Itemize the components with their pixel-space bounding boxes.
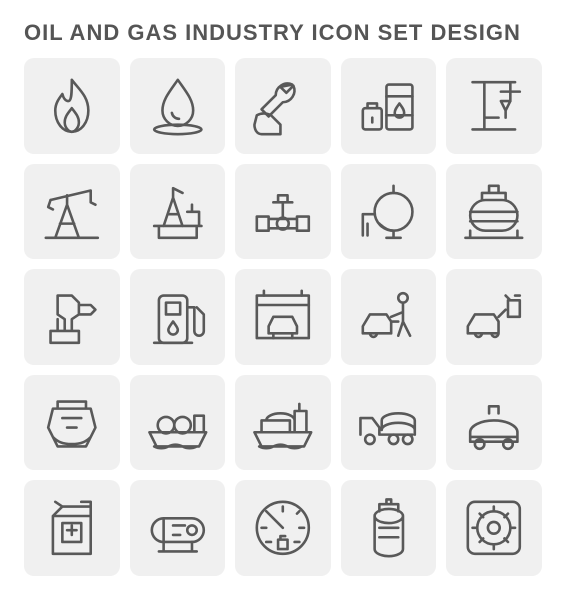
oil-barrel-icon [341, 58, 437, 154]
car-wash-icon [235, 269, 331, 365]
gas-pump-icon [130, 269, 226, 365]
flame-icon [24, 58, 120, 154]
refinery-tank-icon [341, 164, 437, 260]
pump-jack-icon [24, 164, 120, 260]
drill-press-icon [446, 58, 542, 154]
gas-cylinder-icon [341, 480, 437, 576]
page-title: OIL AND GAS INDUSTRY ICON SET DESIGN [24, 20, 542, 46]
gas-burner-icon [446, 480, 542, 576]
tanker-ship-icon [235, 375, 331, 471]
refuel-person-icon [341, 269, 437, 365]
wrench-hand-icon [235, 58, 331, 154]
refuel-can-icon [446, 269, 542, 365]
fuel-nozzle-icon [24, 269, 120, 365]
storage-tank-icon [446, 164, 542, 260]
fuel-gauge-icon [235, 480, 331, 576]
tanker-front-icon [24, 375, 120, 471]
icon-grid [24, 58, 542, 576]
valve-icon [235, 164, 331, 260]
rail-tanker-icon [446, 375, 542, 471]
oil-drop-icon [130, 58, 226, 154]
fuel-can-icon [24, 480, 120, 576]
offshore-rig-icon [130, 164, 226, 260]
lpg-tank-icon [130, 480, 226, 576]
lng-carrier-icon [130, 375, 226, 471]
tanker-truck-icon [341, 375, 437, 471]
